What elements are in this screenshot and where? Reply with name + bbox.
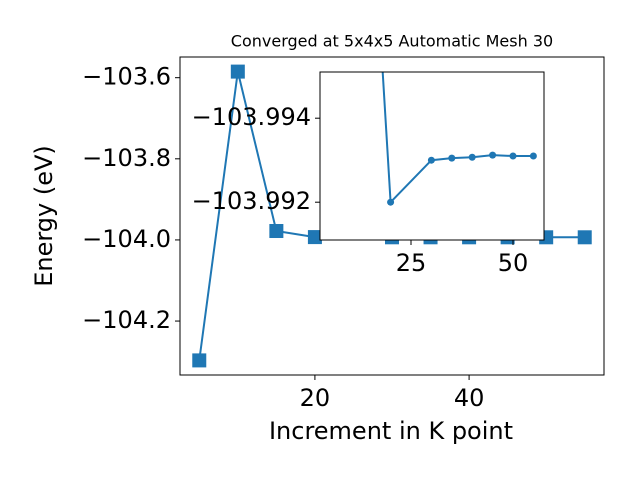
data-point bbox=[509, 152, 517, 160]
x-tick-label: 25 bbox=[396, 249, 427, 277]
data-point bbox=[529, 152, 537, 160]
data-point bbox=[307, 230, 322, 245]
data-point bbox=[230, 64, 245, 79]
plot-content bbox=[381, 72, 537, 206]
data-point bbox=[269, 224, 284, 239]
axes-frame bbox=[319, 71, 545, 241]
y-tick-label: −104.0 bbox=[82, 225, 171, 253]
data-point bbox=[427, 156, 435, 164]
chart-title: Converged at 5x4x5 Automatic Mesh 30 bbox=[231, 32, 553, 51]
x-tick-label: 40 bbox=[454, 384, 485, 412]
x-axis-label: Increment in K point bbox=[269, 417, 513, 445]
data-point bbox=[489, 151, 497, 159]
data-point bbox=[577, 230, 592, 245]
data-point bbox=[387, 198, 395, 206]
y-tick-label: −104.2 bbox=[82, 306, 171, 334]
data-point bbox=[448, 154, 456, 162]
y-tick-label: −103.994 bbox=[192, 103, 311, 131]
y-tick-label: −103.8 bbox=[82, 144, 171, 172]
data-point bbox=[468, 153, 476, 161]
y-tick-label: −103.992 bbox=[192, 187, 311, 215]
y-axis-label: Energy (eV) bbox=[30, 145, 58, 287]
x-tick-label: 50 bbox=[498, 249, 529, 277]
axes-frame bbox=[179, 56, 605, 376]
y-tick-label: −103.6 bbox=[82, 63, 171, 91]
data-point bbox=[192, 353, 207, 368]
x-tick-label: 20 bbox=[300, 384, 331, 412]
